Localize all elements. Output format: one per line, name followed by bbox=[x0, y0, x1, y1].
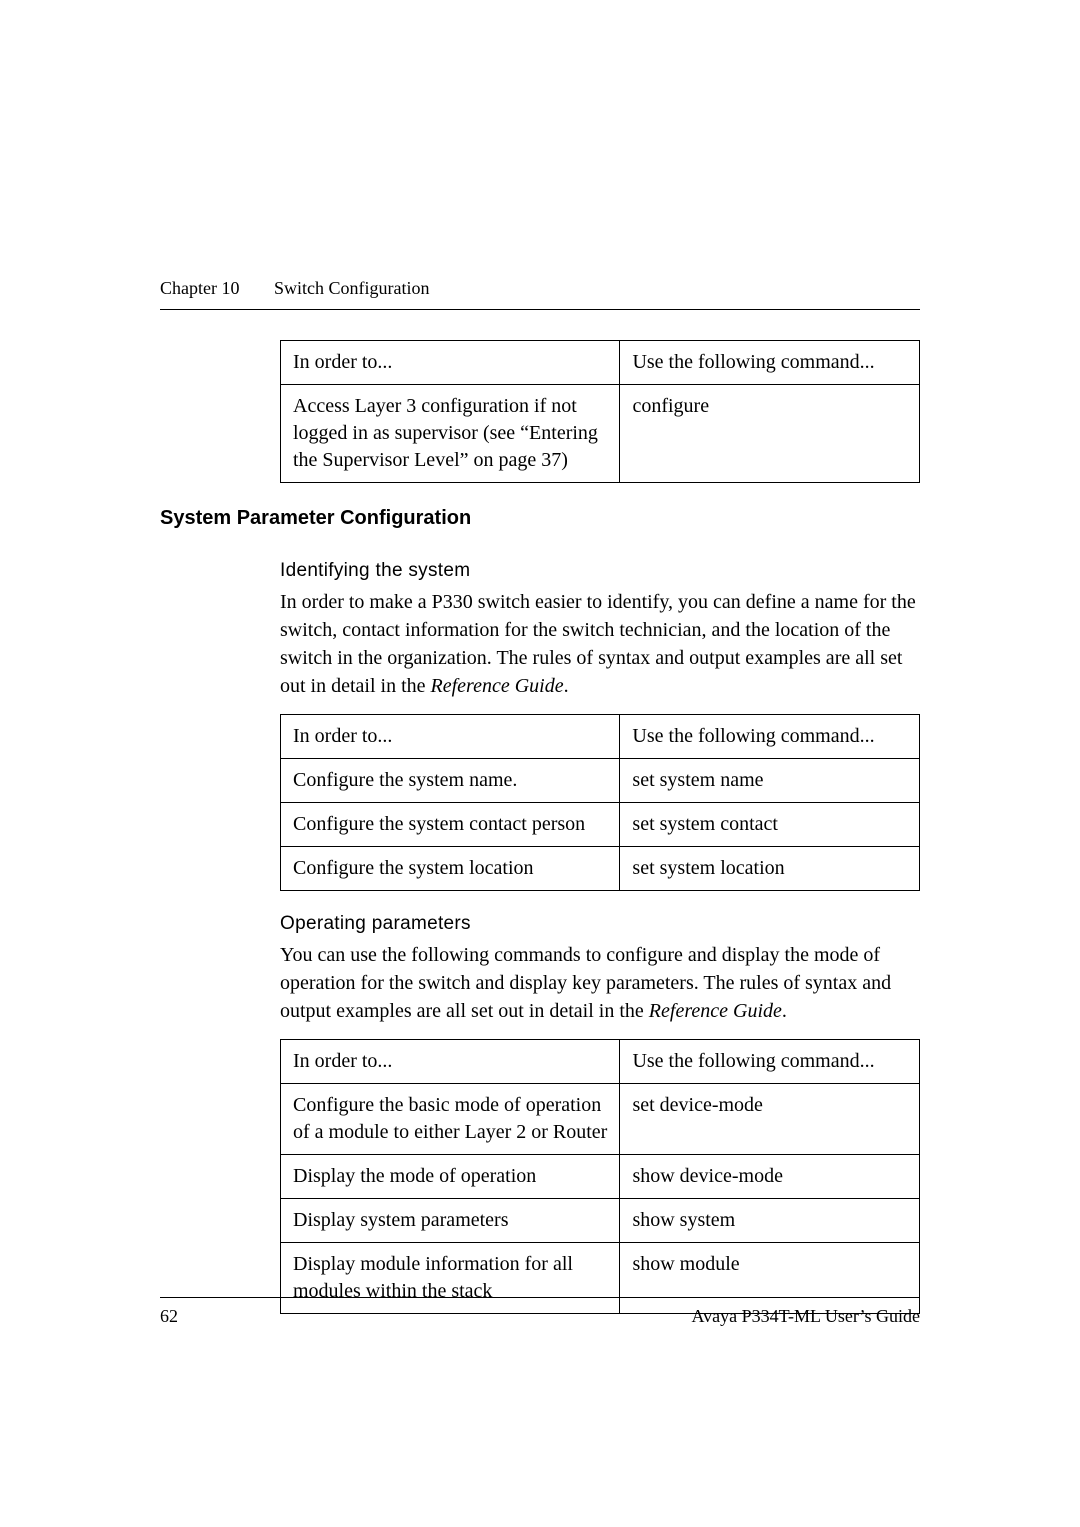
table-header-cell: Use the following command... bbox=[620, 341, 920, 385]
table-cell: set system location bbox=[620, 847, 920, 891]
table-header-cell: In order to... bbox=[281, 715, 620, 759]
table-header-cell: Use the following command... bbox=[620, 715, 920, 759]
paragraph-text: You can use the following commands to co… bbox=[280, 944, 891, 1022]
table-row: In order to... Use the following command… bbox=[281, 341, 920, 385]
table-row: Access Layer 3 configuration if not logg… bbox=[281, 385, 920, 483]
table-header-cell: Use the following command... bbox=[620, 1040, 920, 1084]
section-heading: System Parameter Configuration bbox=[160, 507, 920, 530]
page-number: 62 bbox=[160, 1306, 178, 1327]
table-row: Configure the system location set system… bbox=[281, 847, 920, 891]
page-footer: 62 Avaya P334T-ML User’s Guide bbox=[160, 1297, 920, 1327]
table-row: In order to... Use the following command… bbox=[281, 715, 920, 759]
table-cell: Configure the basic mode of operation of… bbox=[281, 1084, 620, 1155]
reference-italic: Reference Guide bbox=[649, 1000, 782, 1022]
paragraph-text: . bbox=[564, 675, 569, 697]
table-cell: Access Layer 3 configuration if not logg… bbox=[281, 385, 620, 483]
table-cell: show device-mode bbox=[620, 1155, 920, 1199]
table-cell: Display system parameters bbox=[281, 1199, 620, 1243]
table-cell: Display the mode of operation bbox=[281, 1155, 620, 1199]
subsection-heading: Operating parameters bbox=[280, 913, 920, 935]
table-cell: Configure the system location bbox=[281, 847, 620, 891]
table-cell: set system contact bbox=[620, 803, 920, 847]
reference-italic: Reference Guide bbox=[431, 675, 564, 697]
table-row: Display the mode of operation show devic… bbox=[281, 1155, 920, 1199]
table-cell: show system bbox=[620, 1199, 920, 1243]
table-row: Display system parameters show system bbox=[281, 1199, 920, 1243]
paragraph-text: . bbox=[782, 1000, 787, 1022]
table-row: Configure the system contact person set … bbox=[281, 803, 920, 847]
paragraph-text: In order to make a P330 switch easier to… bbox=[280, 591, 916, 697]
table-cell: Configure the system name. bbox=[281, 759, 620, 803]
chapter-title: Switch Configuration bbox=[274, 278, 430, 298]
table-cell: Configure the system contact person bbox=[281, 803, 620, 847]
table-header-cell: In order to... bbox=[281, 1040, 620, 1084]
table-header-cell: In order to... bbox=[281, 341, 620, 385]
command-table-1: In order to... Use the following command… bbox=[280, 340, 920, 483]
running-header: Chapter 10 Switch Configuration bbox=[160, 278, 920, 310]
command-table-2: In order to... Use the following command… bbox=[280, 714, 920, 891]
document-title: Avaya P334T-ML User’s Guide bbox=[692, 1306, 920, 1327]
body-paragraph: In order to make a P330 switch easier to… bbox=[280, 588, 920, 700]
table-cell: configure bbox=[620, 385, 920, 483]
table-row: Configure the basic mode of operation of… bbox=[281, 1084, 920, 1155]
body-paragraph: You can use the following commands to co… bbox=[280, 941, 920, 1025]
table-row: In order to... Use the following command… bbox=[281, 1040, 920, 1084]
subsection-heading: Identifying the system bbox=[280, 560, 920, 582]
table-row: Configure the system name. set system na… bbox=[281, 759, 920, 803]
chapter-label: Chapter 10 bbox=[160, 278, 239, 299]
command-table-3: In order to... Use the following command… bbox=[280, 1039, 920, 1314]
table-cell: set device-mode bbox=[620, 1084, 920, 1155]
table-cell: set system name bbox=[620, 759, 920, 803]
main-content: In order to... Use the following command… bbox=[280, 340, 920, 1314]
